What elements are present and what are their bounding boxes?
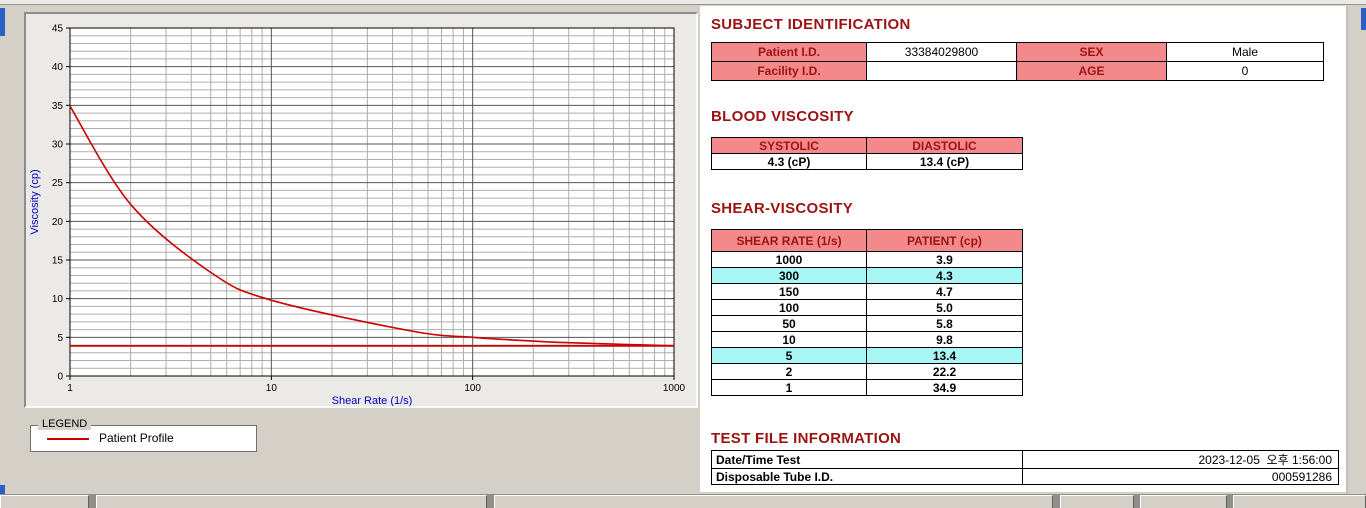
diastolic-value: 13.4 (cP)	[866, 153, 1023, 170]
shear-rate-header: SHEAR RATE (1/s)	[711, 229, 867, 252]
table-row: Disposable Tube I.D. 000591286	[711, 468, 1339, 485]
panel-divider	[1346, 6, 1348, 494]
age-value: 0	[1166, 61, 1324, 81]
shear-rate-cell: 1	[711, 379, 867, 396]
bottom-button-stub[interactable]	[1060, 495, 1134, 508]
heading-subject-identification: SUBJECT IDENTIFICATION	[711, 16, 911, 33]
disposable-tube-id-label: Disposable Tube I.D.	[711, 468, 1023, 485]
shear-viscosity-table: SHEAR RATE (1/s) PATIENT (cp) 1000 3.9 300…	[711, 229, 1023, 396]
patient-cp-cell: 5.8	[866, 315, 1023, 332]
report-panel: SUBJECT IDENTIFICATION Patient I.D. 3338…	[700, 6, 1346, 492]
heading-blood-viscosity: BLOOD VISCOSITY	[711, 108, 854, 125]
sex-label: SEX	[1016, 42, 1167, 62]
legend-title: LEGEND	[38, 418, 92, 430]
svg-text:100: 100	[464, 383, 481, 394]
svg-text:1: 1	[67, 383, 73, 394]
shear-row-10: 10 9.8	[711, 331, 1023, 348]
heading-shear-viscosity: SHEAR-VISCOSITY	[711, 200, 854, 217]
patient-cp-cell: 5.0	[866, 299, 1023, 316]
shear-row-1000: 1000 3.9	[711, 251, 1023, 268]
shear-rate-cell: 1000	[711, 251, 867, 268]
patient-cp-header: PATIENT (cp)	[866, 229, 1023, 252]
svg-text:1000: 1000	[663, 383, 686, 394]
shear-rate-cell: 100	[711, 299, 867, 316]
patient-cp-cell: 4.3	[866, 267, 1023, 284]
patient-cp-cell: 3.9	[866, 251, 1023, 268]
patient-cp-cell: 4.7	[866, 283, 1023, 300]
svg-text:40: 40	[52, 62, 64, 73]
legend-box: LEGEND Patient Profile	[30, 418, 257, 452]
svg-text:Viscosity (cp): Viscosity (cp)	[29, 169, 41, 234]
shear-row-5: 5 13.4	[711, 347, 1023, 364]
blood-viscosity-table: SYSTOLIC DIASTOLIC 4.3 (cP) 13.4 (cP)	[711, 137, 1023, 170]
subject-identification-table: Patient I.D. 33384029800 SEX Male Facili…	[711, 42, 1324, 81]
table-header-row: SHEAR RATE (1/s) PATIENT (cp)	[711, 229, 1023, 252]
shear-row-50: 50 5.8	[711, 315, 1023, 332]
bottom-panel-stub	[1233, 495, 1366, 508]
age-label: AGE	[1016, 61, 1167, 81]
shear-row-2: 2 22.2	[711, 363, 1023, 380]
shear-row-1: 1 34.9	[711, 379, 1023, 396]
diastolic-header: DIASTOLIC	[866, 137, 1023, 154]
legend-line-sample	[47, 438, 89, 440]
svg-text:30: 30	[52, 140, 64, 151]
bottom-panel-stub	[494, 495, 1053, 508]
table-row: Patient I.D. 33384029800 SEX Male	[711, 42, 1324, 62]
bottom-button-stub[interactable]	[1140, 495, 1227, 508]
shear-rate-cell: 300	[711, 267, 867, 284]
table-row: Date/Time Test 2023-12-05 오후 1:56:00	[711, 450, 1339, 469]
shear-row-300: 300 4.3	[711, 267, 1023, 284]
heading-test-file-information: TEST FILE INFORMATION	[711, 430, 902, 447]
bottom-button-stub[interactable]	[0, 495, 89, 508]
svg-text:25: 25	[52, 178, 64, 189]
systolic-value: 4.3 (cP)	[711, 153, 867, 170]
shear-row-150: 150 4.7	[711, 283, 1023, 300]
window-edge-fragment	[0, 485, 5, 496]
shear-rate-cell: 150	[711, 283, 867, 300]
facility-id-value	[866, 61, 1017, 81]
patient-cp-cell: 34.9	[866, 379, 1023, 396]
svg-text:35: 35	[52, 101, 64, 112]
patient-id-value: 33384029800	[866, 42, 1017, 62]
table-row: SYSTOLIC DIASTOLIC	[711, 137, 1023, 154]
test-file-information-table: Date/Time Test 2023-12-05 오후 1:56:00 Dis…	[711, 450, 1339, 485]
patient-cp-cell: 13.4	[866, 347, 1023, 364]
shear-rate-cell: 5	[711, 347, 867, 364]
svg-text:Shear Rate (1/s): Shear Rate (1/s)	[332, 395, 413, 406]
date-time-label: Date/Time Test	[711, 450, 1023, 469]
svg-text:15: 15	[52, 256, 64, 267]
systolic-header: SYSTOLIC	[711, 137, 867, 154]
legend-series-label: Patient Profile	[99, 431, 174, 445]
patient-cp-cell: 22.2	[866, 363, 1023, 380]
bottom-panel-stub	[96, 495, 487, 508]
svg-text:45: 45	[52, 24, 64, 35]
facility-id-label: Facility I.D.	[711, 61, 867, 81]
patient-id-label: Patient I.D.	[711, 42, 867, 62]
svg-text:5: 5	[57, 333, 63, 344]
patient-cp-cell: 9.8	[866, 331, 1023, 348]
disposable-tube-id-value: 000591286	[1022, 468, 1339, 485]
chart-panel: 0 5 10 15 20 25 30 35 40 45 1 10 100 1000 Shear Rate (…	[24, 12, 698, 408]
window-edge-fragment	[1361, 8, 1366, 30]
shear-row-100: 100 5.0	[711, 299, 1023, 316]
shear-rate-cell: 10	[711, 331, 867, 348]
svg-text:20: 20	[52, 217, 64, 228]
date-time-value: 2023-12-05 오후 1:56:00	[1022, 450, 1339, 469]
table-row: Facility I.D. AGE 0	[711, 61, 1324, 81]
shear-table-body: 1000 3.9 300 4.3 150 4.7 100 5.0 50 5.8 10 9.8 5 13.4…	[711, 251, 1023, 396]
table-row: 4.3 (cP) 13.4 (cP)	[711, 153, 1023, 170]
svg-text:10: 10	[52, 294, 64, 305]
shear-rate-cell: 2	[711, 363, 867, 380]
window-edge-fragment	[0, 8, 5, 36]
sex-value: Male	[1166, 42, 1324, 62]
shear-rate-cell: 50	[711, 315, 867, 332]
svg-text:10: 10	[266, 383, 278, 394]
svg-text:0: 0	[57, 372, 63, 383]
viscosity-chart: 0 5 10 15 20 25 30 35 40 45 1 10 100 1000 Shear Rate (…	[29, 24, 686, 407]
window-top-edge	[0, 0, 1366, 5]
